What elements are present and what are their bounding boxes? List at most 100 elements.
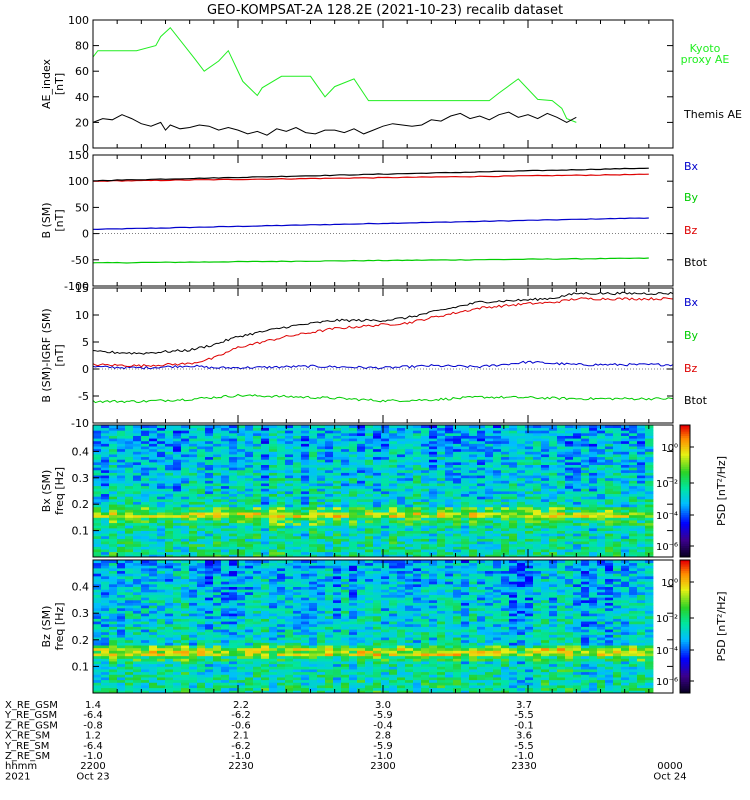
spectrogram-cell (237, 475, 246, 479)
spectrogram-cell (269, 581, 278, 585)
spectrogram-cell (309, 613, 318, 617)
spectrogram-cell (221, 509, 230, 513)
spectrogram-cell (349, 623, 358, 627)
spectrogram-cell (165, 427, 174, 431)
spectrogram-cell (533, 567, 542, 572)
spectrogram-cell (165, 575, 174, 580)
spectrogram-cell (517, 607, 526, 611)
spectrogram-cell (437, 634, 446, 638)
spectrogram-cell (269, 427, 278, 431)
spectrogram-cell (277, 538, 286, 542)
spectrogram-cell (333, 631, 342, 635)
spectrogram-cell (333, 666, 342, 670)
spectrogram-cell (637, 669, 646, 673)
spectrogram-cell (365, 567, 374, 572)
spectrogram-cell (109, 663, 118, 667)
spectrogram-cell (245, 639, 254, 643)
spectrogram-cell (125, 517, 134, 521)
spectrogram-cell (485, 647, 494, 651)
spectrogram-cell (309, 480, 318, 484)
spectrogram-cell (205, 615, 214, 619)
spectrogram-cell (493, 623, 502, 627)
spectrogram-cell (509, 623, 518, 627)
spectrogram-cell (117, 613, 126, 617)
spectrogram-cell (509, 583, 518, 587)
spectrogram-cell (213, 613, 222, 617)
spectrogram-cell (509, 658, 518, 662)
spectrogram-cell (221, 623, 230, 627)
spectrogram-cell (597, 655, 606, 659)
spectrogram-cell (133, 472, 142, 476)
spectrogram-cell (573, 605, 582, 609)
spectrogram-cell (181, 663, 190, 667)
spectrogram-cell (317, 586, 326, 590)
spectrogram-cell (397, 671, 406, 675)
spectrogram-cell (285, 525, 294, 529)
spectrogram-cell (181, 543, 190, 547)
spectrogram-cell (277, 645, 286, 649)
spectrogram-cell (149, 605, 158, 609)
spectrogram-cell (317, 493, 326, 497)
spectrogram-cell (629, 626, 638, 630)
spectrogram-cell (541, 655, 550, 659)
spectrogram-cell (245, 549, 254, 553)
spectrogram-cell (381, 666, 390, 670)
spectrogram-cell (221, 602, 230, 606)
spectrogram-cell (533, 623, 542, 627)
spectrogram-cell (101, 475, 110, 479)
spectrogram-cell (541, 677, 550, 681)
spectrogram-cell (93, 475, 102, 479)
spectrogram-cell (149, 443, 158, 447)
spectrogram-cell (645, 594, 654, 598)
spectrogram-cell (261, 496, 270, 500)
spectrogram-cell (469, 629, 478, 633)
spectrogram-cell (149, 514, 158, 518)
spectrogram-cell (125, 679, 134, 683)
spectrogram-cell (621, 618, 630, 622)
spectrogram-cell (589, 658, 598, 662)
spectrogram-cell (309, 498, 318, 502)
spectrogram-cell (301, 650, 310, 654)
spectrogram-cell (269, 464, 278, 468)
spectrogram-cell (237, 430, 246, 434)
spectrogram-cell (437, 594, 446, 598)
spectrogram-cell (461, 586, 470, 590)
spectrogram-cell (373, 570, 382, 574)
spectrogram-cell (413, 679, 422, 683)
spectrogram-cell (133, 573, 142, 577)
spectrogram-cell (325, 469, 334, 473)
spectrogram-cell (205, 599, 214, 603)
spectrogram-cell (477, 669, 486, 673)
spectrogram-cell (93, 517, 102, 521)
spectrogram-cell (453, 663, 462, 667)
spectrogram-cell (189, 440, 198, 444)
spectrogram-cell (485, 562, 494, 566)
spectrogram-cell (501, 567, 510, 572)
spectrogram-cell (445, 589, 454, 593)
spectrogram-cell (533, 679, 542, 683)
spectrogram-cell (245, 522, 254, 526)
spectrogram-cell (197, 454, 206, 458)
spectrogram-cell (477, 562, 486, 566)
spectrogram-cell (549, 663, 558, 667)
spectrogram-cell (109, 658, 118, 662)
spectrogram-cell (149, 669, 158, 673)
spectrogram-cell (293, 496, 302, 500)
spectrogram-cell (117, 607, 126, 611)
spectrogram-cell (165, 658, 174, 662)
spectrogram-cell (245, 629, 254, 633)
spectrogram-cell (117, 522, 126, 526)
spectrogram-cell (613, 599, 622, 603)
spectrogram-cell (477, 615, 486, 619)
spectrogram-cell (109, 435, 118, 439)
spectrogram-cell (285, 581, 294, 585)
spectrogram-cell (413, 685, 422, 689)
spectrogram-cell (149, 488, 158, 492)
spectrogram-cell (325, 554, 334, 558)
spectrogram-cell (421, 650, 430, 654)
spectrogram-cell (485, 581, 494, 585)
spectrogram-cell (557, 669, 566, 673)
spectrogram-cell (605, 626, 614, 630)
spectrogram-cell (309, 517, 318, 521)
spectrogram-cell (477, 589, 486, 593)
